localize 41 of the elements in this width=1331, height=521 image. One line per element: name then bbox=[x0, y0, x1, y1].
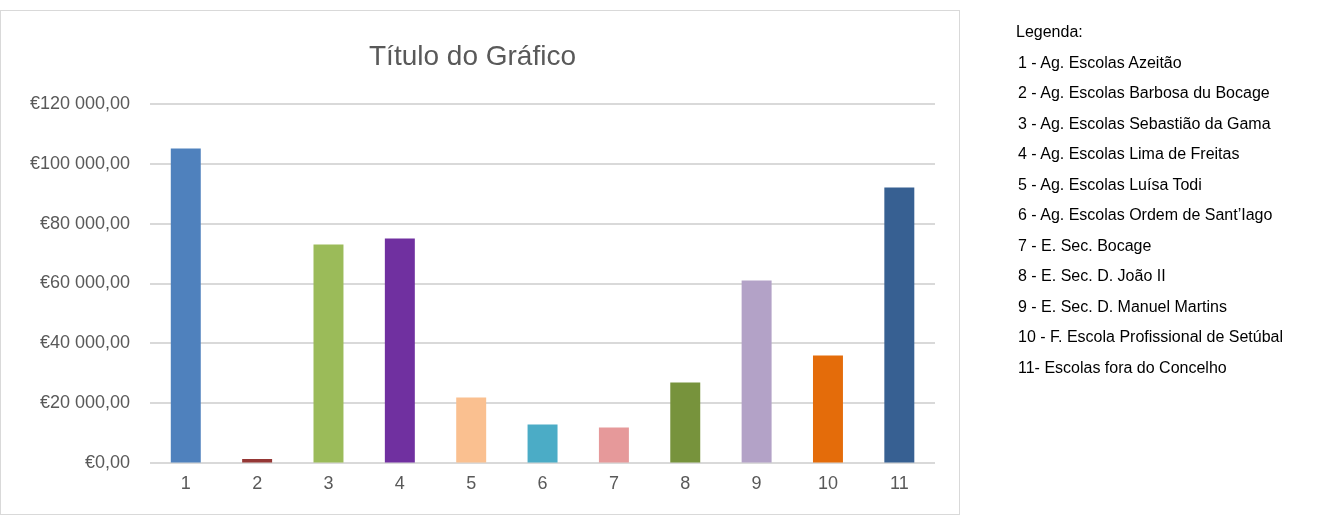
bar bbox=[741, 280, 772, 463]
bar bbox=[670, 382, 701, 463]
text: 7 - E. Sec. Bocage bbox=[1018, 235, 1153, 255]
bar bbox=[170, 148, 201, 463]
x-tick-label: 7 bbox=[608, 473, 619, 494]
text: 10 - F. Escola Profissional de Setúbal bbox=[1018, 327, 1285, 346]
y-tick-label: €60 000,00 bbox=[40, 272, 131, 293]
bar bbox=[313, 244, 344, 463]
chart-title: Título do Gráfico bbox=[369, 39, 576, 71]
bar bbox=[527, 424, 558, 463]
bar bbox=[384, 238, 415, 463]
y-tick-label: €0,00 bbox=[85, 452, 131, 473]
text: 8 - E. Sec. D. João II bbox=[1018, 266, 1167, 285]
y-tick-label: €40 000,00 bbox=[40, 332, 131, 353]
x-tick-label: 1 bbox=[180, 473, 191, 494]
y-tick-label: €120 000,00 bbox=[29, 92, 131, 113]
text: Legenda: bbox=[1016, 22, 1084, 41]
x-tick-label: 5 bbox=[466, 473, 477, 494]
x-tick-label: 10 bbox=[817, 473, 838, 494]
text: 11- Escolas fora do Concelho bbox=[1018, 357, 1228, 377]
x-tick-label: 4 bbox=[394, 473, 405, 494]
x-tick-label: 9 bbox=[751, 473, 762, 494]
bar bbox=[456, 397, 487, 463]
text: 3 - Ag. Escolas Sebastião da Gama bbox=[1018, 113, 1272, 133]
x-tick-label: 11 bbox=[889, 473, 909, 494]
text: 9 - E. Sec. D. Manuel Martins bbox=[1018, 296, 1228, 316]
x-tick-label: 3 bbox=[323, 473, 334, 494]
bar bbox=[598, 427, 629, 463]
y-tick-label: €100 000,00 bbox=[29, 152, 131, 173]
bar bbox=[812, 355, 843, 463]
y-tick-label: €80 000,00 bbox=[40, 212, 131, 233]
x-tick-label: 6 bbox=[537, 473, 548, 494]
text: 5 - Ag. Escolas Luísa Todi bbox=[1018, 174, 1203, 194]
bar bbox=[884, 187, 915, 463]
x-tick-label: 2 bbox=[252, 473, 263, 494]
text: 1 - Ag. Escolas Azeitão bbox=[1018, 52, 1183, 72]
text: 6 - Ag. Escolas Ordem de Sant’Iago bbox=[1018, 205, 1274, 224]
y-tick-label: €20 000,00 bbox=[40, 392, 131, 413]
x-tick-label: 8 bbox=[680, 473, 691, 494]
text: 2 - Ag. Escolas Barbosa du Bocage bbox=[1018, 83, 1271, 102]
text: 4 - Ag. Escolas Lima de Freitas bbox=[1018, 144, 1241, 163]
